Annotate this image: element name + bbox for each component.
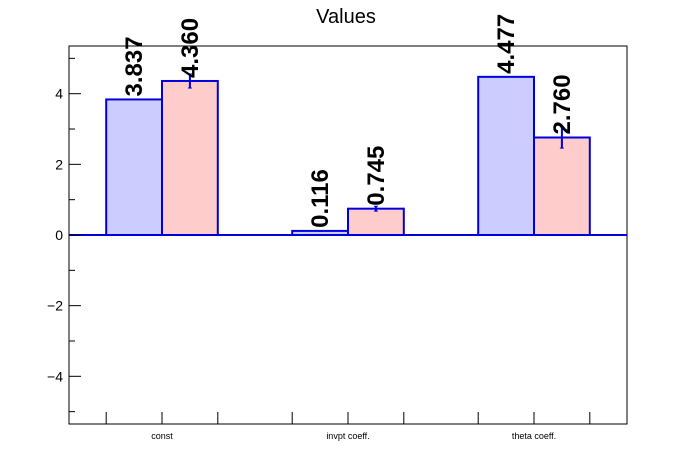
chart-title: Values	[316, 6, 376, 28]
y-tick-label: 4	[55, 86, 63, 102]
bar	[347, 207, 405, 236]
data-label: 4.477	[493, 14, 520, 74]
bars	[105, 75, 591, 236]
y-tick-label: −4	[47, 368, 63, 384]
y-tick-label: −2	[47, 298, 63, 314]
data-label: 0.745	[363, 146, 390, 206]
x-category-label: theta coeff.	[512, 431, 556, 441]
x-category-label: const	[151, 431, 173, 441]
data-label: 0.116	[307, 169, 334, 228]
data-label: 4.360	[177, 18, 204, 78]
data-label: 3.837	[121, 36, 148, 96]
bar	[533, 136, 591, 236]
x-category-label: invpt coeff.	[326, 431, 369, 441]
y-tick-label: 2	[55, 156, 63, 172]
data-labels: 3.837 4.360 0.116 0.745 4.477 2.760	[121, 14, 576, 228]
bar	[477, 75, 536, 236]
y-axis: −4 −2 0 2 4	[47, 57, 81, 413]
error-bars	[187, 73, 564, 212]
bar	[161, 79, 219, 236]
data-label: 2.760	[549, 74, 576, 134]
y-tick-label: 0	[55, 227, 63, 243]
x-axis: const invpt coeff. theta coeff.	[105, 412, 591, 441]
bar	[105, 98, 163, 236]
